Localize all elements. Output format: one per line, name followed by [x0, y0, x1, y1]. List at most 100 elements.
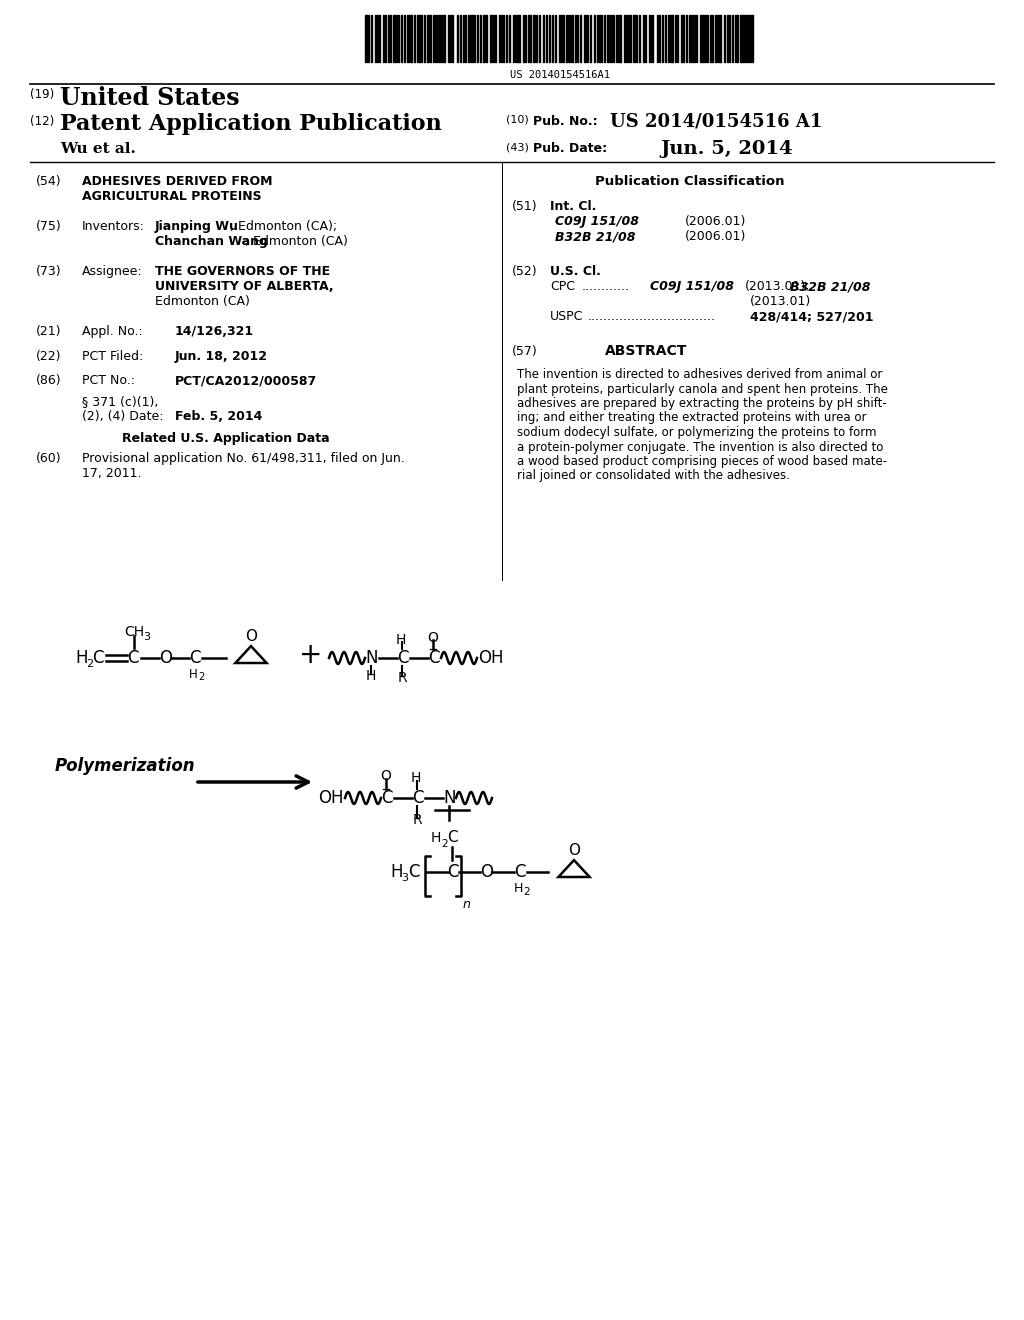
Text: ................................: ................................: [588, 310, 716, 323]
Text: Chanchan Wang: Chanchan Wang: [155, 235, 268, 248]
Text: Jun. 5, 2014: Jun. 5, 2014: [660, 140, 793, 158]
Text: O: O: [427, 631, 438, 645]
Text: (19): (19): [30, 88, 54, 102]
Text: (73): (73): [36, 265, 61, 279]
Text: plant proteins, particularly canola and spent hen proteins. The: plant proteins, particularly canola and …: [517, 383, 888, 396]
Text: adhesives are prepared by extracting the proteins by pH shift-: adhesives are prepared by extracting the…: [517, 397, 887, 411]
Text: sodium dodecyl sulfate, or polymerizing the proteins to form: sodium dodecyl sulfate, or polymerizing …: [517, 426, 877, 440]
Text: C: C: [428, 649, 439, 667]
Text: C: C: [447, 830, 458, 846]
Text: H: H: [411, 771, 421, 785]
Text: (2), (4) Date:: (2), (4) Date:: [82, 411, 164, 422]
Text: H: H: [390, 863, 402, 880]
Text: Edmonton (CA): Edmonton (CA): [155, 294, 250, 308]
Text: (75): (75): [36, 220, 61, 234]
Text: , Edmonton (CA): , Edmonton (CA): [245, 235, 348, 248]
Text: (2006.01): (2006.01): [685, 230, 746, 243]
Text: Appl. No.:: Appl. No.:: [82, 325, 142, 338]
Text: O: O: [245, 630, 257, 644]
Text: ............: ............: [582, 280, 630, 293]
Text: O: O: [159, 649, 172, 667]
Text: (43): (43): [506, 143, 528, 152]
Text: B32B 21/08: B32B 21/08: [790, 280, 870, 293]
Text: The invention is directed to adhesives derived from animal or: The invention is directed to adhesives d…: [517, 368, 883, 381]
Text: C: C: [381, 789, 392, 807]
Text: Int. Cl.: Int. Cl.: [550, 201, 596, 213]
Text: 2: 2: [86, 659, 93, 669]
Text: H: H: [366, 669, 377, 682]
Text: C: C: [92, 649, 103, 667]
Text: 17, 2011.: 17, 2011.: [82, 467, 141, 480]
Text: Pub. Date:: Pub. Date:: [534, 143, 607, 154]
Text: Patent Application Publication: Patent Application Publication: [60, 114, 441, 135]
Text: (21): (21): [36, 325, 61, 338]
Text: O: O: [568, 843, 580, 858]
Text: N: N: [443, 789, 456, 807]
Text: C: C: [514, 863, 525, 880]
Text: (12): (12): [30, 115, 54, 128]
Text: Pub. No.:: Pub. No.:: [534, 115, 598, 128]
Text: AGRICULTURAL PROTEINS: AGRICULTURAL PROTEINS: [82, 190, 261, 203]
Text: H: H: [431, 832, 441, 845]
Text: Assignee:: Assignee:: [82, 265, 142, 279]
Text: THE GOVERNORS OF THE: THE GOVERNORS OF THE: [155, 265, 330, 279]
Text: 2: 2: [523, 887, 529, 898]
Text: rial joined or consolidated with the adhesives.: rial joined or consolidated with the adh…: [517, 470, 790, 483]
Text: Inventors:: Inventors:: [82, 220, 144, 234]
Text: Related U.S. Application Data: Related U.S. Application Data: [122, 432, 330, 445]
Text: PCT Filed:: PCT Filed:: [82, 350, 143, 363]
Text: H: H: [189, 668, 198, 681]
Text: C: C: [447, 863, 459, 880]
Text: Publication Classification: Publication Classification: [595, 176, 784, 187]
Text: C: C: [189, 649, 201, 667]
Text: United States: United States: [60, 86, 240, 110]
Text: B32B 21/08: B32B 21/08: [555, 230, 636, 243]
Text: 14/126,321: 14/126,321: [175, 325, 254, 338]
Text: C: C: [127, 649, 138, 667]
Text: 2: 2: [441, 840, 447, 849]
Text: Polymerization: Polymerization: [55, 756, 196, 775]
Text: (2013.01);: (2013.01);: [745, 280, 811, 293]
Text: ADHESIVES DERIVED FROM: ADHESIVES DERIVED FROM: [82, 176, 272, 187]
Text: ing; and either treating the extracted proteins with urea or: ing; and either treating the extracted p…: [517, 412, 866, 425]
Text: ABSTRACT: ABSTRACT: [605, 345, 687, 358]
Text: OH: OH: [478, 649, 504, 667]
Text: (51): (51): [512, 201, 538, 213]
Text: US 20140154516A1: US 20140154516A1: [510, 70, 610, 81]
Text: U.S. Cl.: U.S. Cl.: [550, 265, 601, 279]
Text: R: R: [413, 813, 423, 828]
Text: H: H: [514, 883, 523, 895]
Text: Jianping Wu: Jianping Wu: [155, 220, 239, 234]
Text: OH: OH: [318, 789, 343, 807]
Text: (2006.01): (2006.01): [685, 215, 746, 228]
Text: 3: 3: [143, 632, 150, 642]
Text: § 371 (c)(1),: § 371 (c)(1),: [82, 395, 159, 408]
Text: (10): (10): [506, 115, 528, 125]
Text: N: N: [365, 649, 378, 667]
Text: (2013.01): (2013.01): [750, 294, 811, 308]
Text: C09J 151/08: C09J 151/08: [650, 280, 734, 293]
Text: CH: CH: [124, 624, 144, 639]
Text: +: +: [299, 642, 323, 669]
Text: C09J 151/08: C09J 151/08: [555, 215, 639, 228]
Text: C: C: [408, 863, 420, 880]
Text: H: H: [75, 649, 87, 667]
Text: a protein-polymer conjugate. The invention is also directed to: a protein-polymer conjugate. The inventi…: [517, 441, 884, 454]
Text: R: R: [398, 671, 408, 685]
Text: PCT/CA2012/000587: PCT/CA2012/000587: [175, 374, 317, 387]
Text: (86): (86): [36, 374, 61, 387]
Text: US 2014/0154516 A1: US 2014/0154516 A1: [610, 114, 822, 131]
Text: 2: 2: [198, 672, 204, 682]
Text: (54): (54): [36, 176, 61, 187]
Text: USPC: USPC: [550, 310, 584, 323]
Text: (57): (57): [512, 345, 538, 358]
Text: a wood based product comprising pieces of wood based mate-: a wood based product comprising pieces o…: [517, 455, 887, 469]
Text: CPC: CPC: [550, 280, 575, 293]
Text: (22): (22): [36, 350, 61, 363]
Text: H: H: [396, 634, 407, 647]
Text: 428/414; 527/201: 428/414; 527/201: [750, 310, 873, 323]
Text: (52): (52): [512, 265, 538, 279]
Text: PCT No.:: PCT No.:: [82, 374, 135, 387]
Text: n: n: [463, 898, 471, 911]
Text: Jun. 18, 2012: Jun. 18, 2012: [175, 350, 268, 363]
